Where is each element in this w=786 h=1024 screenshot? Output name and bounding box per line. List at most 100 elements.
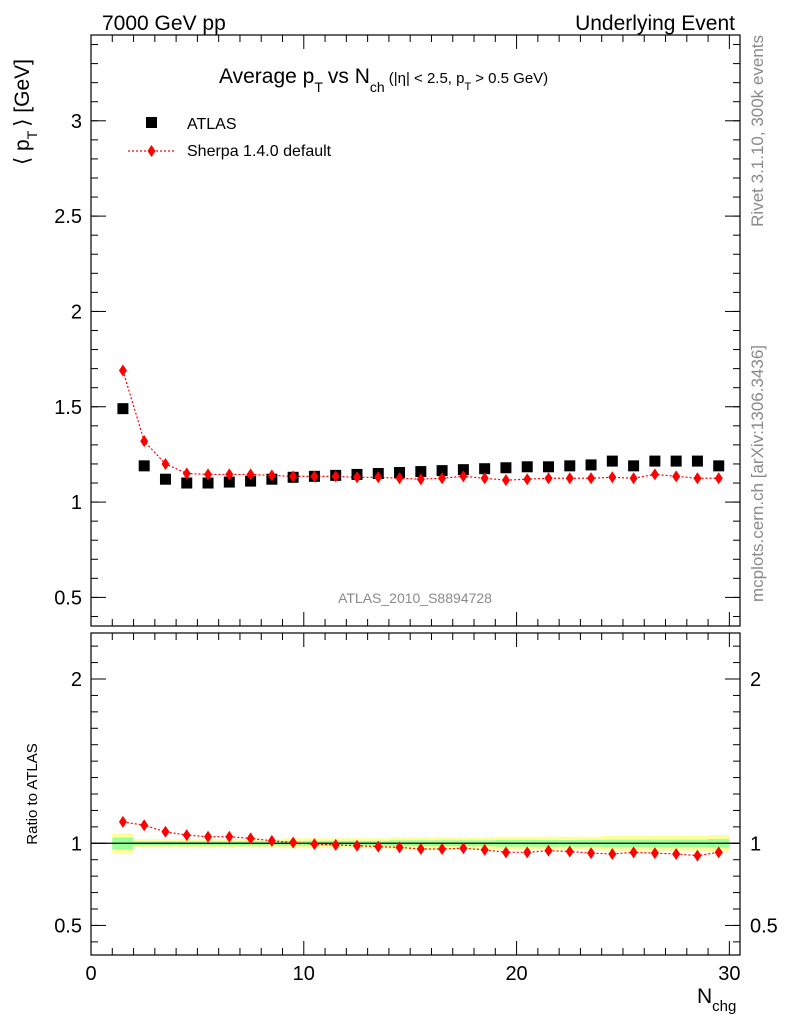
sherpa-point bbox=[459, 470, 468, 483]
main-y-tick-label: 2.5 bbox=[54, 206, 82, 228]
ratio-sherpa-point bbox=[459, 842, 468, 855]
x-tick-label: 30 bbox=[718, 963, 740, 985]
ratio-y-tick-label: 2 bbox=[71, 669, 82, 691]
ratio-sherpa-point bbox=[182, 829, 191, 842]
atlas-point bbox=[670, 455, 682, 467]
ratio-sherpa-point bbox=[140, 819, 149, 832]
analysis-watermark: ATLAS_2010_S8894728 bbox=[338, 590, 492, 606]
sherpa-point bbox=[587, 472, 596, 485]
sherpa-line bbox=[122, 370, 719, 481]
atlas-point bbox=[649, 455, 661, 467]
ratio-sherpa-point bbox=[438, 843, 447, 856]
ratio-y-tick-label-right: 1 bbox=[750, 833, 761, 855]
ratio-y-tick-label-right: 0.5 bbox=[750, 915, 778, 937]
ratio-sherpa-point bbox=[118, 815, 127, 828]
atlas-point bbox=[436, 465, 448, 477]
atlas-point bbox=[628, 460, 640, 472]
ratio-sherpa-point bbox=[608, 847, 617, 860]
atlas-point bbox=[245, 475, 257, 487]
main-frame bbox=[90, 34, 741, 627]
atlas-point bbox=[500, 462, 512, 474]
ratio-sherpa-point bbox=[289, 836, 298, 849]
atlas-point bbox=[691, 455, 703, 467]
atlas-point bbox=[713, 460, 725, 472]
ratio-sherpa-point bbox=[246, 832, 255, 845]
x-axis-label: Nchg bbox=[697, 985, 736, 1015]
sherpa-point bbox=[204, 468, 213, 481]
x-tick-label: 0 bbox=[85, 963, 96, 985]
legend: ATLAS Sherpa 1.4.0 default bbox=[128, 116, 332, 160]
main-y-tick-label: 3 bbox=[71, 111, 82, 133]
sherpa-point bbox=[331, 470, 340, 483]
ratio-sherpa-point bbox=[714, 846, 723, 859]
ratio-sherpa-point bbox=[204, 830, 213, 843]
sherpa-point bbox=[714, 472, 723, 485]
rivet-label: Rivet 3.1.10, 300k events bbox=[748, 35, 767, 227]
ratio-frame bbox=[90, 632, 741, 956]
ratio-sherpa-point bbox=[587, 847, 596, 860]
atlas-point bbox=[202, 477, 214, 489]
sherpa-point bbox=[140, 435, 149, 448]
atlas-point bbox=[117, 403, 129, 415]
x-tick-label: 10 bbox=[293, 963, 315, 985]
ratio-sherpa-point bbox=[267, 834, 276, 847]
atlas-point bbox=[457, 464, 469, 476]
ratio-sherpa-point bbox=[693, 849, 702, 862]
mcplots-label: mcplots.cern.ch [arXiv:1306.3436] bbox=[748, 345, 767, 602]
sherpa-point bbox=[395, 472, 404, 485]
sherpa-point bbox=[246, 468, 255, 481]
atlas-point bbox=[138, 460, 150, 472]
atlas-point bbox=[585, 459, 597, 471]
sherpa-point bbox=[501, 474, 510, 487]
ratio-sherpa-point bbox=[544, 844, 553, 857]
sherpa-point bbox=[161, 457, 170, 470]
ratio-panel: 0 10 20 30 0.5 0.5 1 1 2 2 bbox=[54, 632, 778, 985]
sherpa-point bbox=[480, 472, 489, 485]
ratio-sherpa-point bbox=[161, 825, 170, 838]
sherpa-point bbox=[693, 472, 702, 485]
ratio-sherpa-point bbox=[565, 845, 574, 858]
atlas-point bbox=[606, 455, 618, 467]
legend-sherpa-marker bbox=[147, 145, 156, 157]
ratio-sherpa-point bbox=[225, 830, 234, 843]
header-right: Underlying Event bbox=[575, 12, 735, 35]
sherpa-point bbox=[438, 472, 447, 485]
sherpa-point bbox=[544, 472, 553, 485]
main-y-tick-label: 2 bbox=[71, 301, 82, 323]
sherpa-point bbox=[608, 471, 617, 484]
sherpa-point bbox=[118, 364, 127, 377]
x-tick-label: 20 bbox=[505, 963, 527, 985]
atlas-point bbox=[521, 461, 533, 473]
ratio-sherpa-point bbox=[395, 841, 404, 854]
sherpa-point bbox=[629, 472, 638, 485]
ratio-sherpa-point bbox=[672, 847, 681, 860]
atlas-point bbox=[223, 476, 235, 488]
ratio-sherpa-point bbox=[650, 847, 659, 860]
sherpa-point bbox=[523, 473, 532, 486]
atlas-point bbox=[542, 461, 554, 473]
ratio-sherpa-point bbox=[374, 840, 383, 853]
ratio-sherpa-point bbox=[310, 838, 319, 851]
main-y-axis-label: ⟨ pT⟩ [GeV] bbox=[11, 59, 40, 165]
ratio-y-tick-label: 1 bbox=[71, 833, 82, 855]
ratio-y-axis-label: Ratio to ATLAS bbox=[24, 743, 41, 844]
ratio-sherpa-point bbox=[629, 846, 638, 859]
header-left: 7000 GeV pp bbox=[102, 12, 226, 35]
sherpa-point bbox=[225, 468, 234, 481]
sherpa-point bbox=[374, 471, 383, 484]
main-y-tick-label: 1 bbox=[71, 492, 82, 514]
legend-sherpa-label: Sherpa 1.4.0 default bbox=[187, 143, 332, 160]
ratio-sherpa-point bbox=[523, 846, 532, 859]
main-title: Average pT vs Nch (|η| < 2.5, pT > 0.5 GeV) bbox=[219, 65, 548, 95]
legend-atlas-label: ATLAS bbox=[187, 116, 237, 133]
atlas-point bbox=[564, 460, 576, 472]
sherpa-point bbox=[267, 469, 276, 482]
atlas-point bbox=[479, 463, 491, 475]
sherpa-point bbox=[416, 473, 425, 486]
sherpa-point bbox=[352, 471, 361, 484]
sherpa-point bbox=[310, 470, 319, 483]
sherpa-point bbox=[182, 467, 191, 480]
main-panel: 0.5 1 1.5 2 2.5 3 bbox=[54, 34, 741, 627]
atlas-point bbox=[415, 466, 427, 478]
